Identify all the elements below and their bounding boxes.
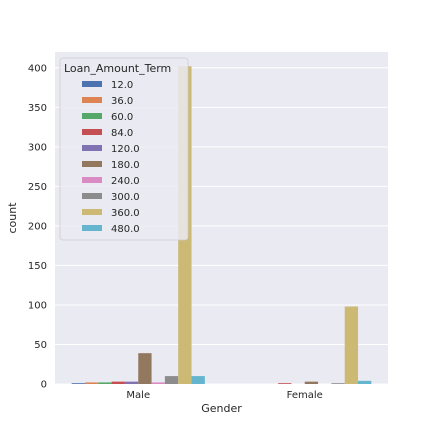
legend-label: 240.0: [111, 176, 140, 187]
bar: [71, 383, 85, 384]
legend: Loan_Amount_Term 12.0 36.0 60.0 84.0 120.0 18…: [59, 57, 189, 241]
bar: [191, 376, 205, 384]
y-tick-label: 300: [28, 142, 47, 153]
bar: [98, 382, 112, 384]
legend-label: 120.0: [111, 144, 140, 155]
x-axis-label: Gender: [201, 402, 242, 415]
y-tick-label: 400: [28, 63, 47, 74]
y-axis-label: count: [6, 202, 19, 234]
legend-label: 60.0: [111, 112, 133, 123]
legend-swatch: [82, 97, 102, 103]
bar: [151, 382, 165, 384]
legend-swatch: [82, 145, 102, 151]
bar: [164, 376, 179, 384]
x-tick-label: Female: [287, 390, 323, 401]
y-tick-label: 250: [28, 182, 47, 193]
y-tick-labels: 0 50 100 150 200 250 300 350 400: [28, 63, 47, 390]
bar: [304, 381, 319, 384]
legend-swatch: [82, 225, 102, 231]
bar: [138, 353, 152, 384]
bar: [344, 306, 359, 384]
y-tick-label: 100: [28, 300, 47, 311]
legend-label: 180.0: [111, 160, 140, 171]
bar: [124, 381, 139, 384]
bar: [111, 381, 125, 384]
legend-swatch: [82, 193, 102, 199]
bar: [278, 383, 292, 384]
bar: [331, 383, 345, 384]
y-tick-label: 350: [28, 103, 47, 114]
y-tick-label: 0: [41, 380, 47, 391]
legend-label: 12.0: [111, 80, 133, 91]
legend-swatch: [82, 177, 102, 183]
x-tick-labels: Male Female: [126, 390, 322, 401]
legend-swatch: [82, 129, 102, 135]
legend-label: 360.0: [111, 208, 140, 219]
legend-swatch: [82, 161, 102, 167]
legend-label: 480.0: [111, 224, 140, 235]
x-tick-label: Male: [126, 390, 150, 401]
legend-swatch: [82, 113, 102, 119]
legend-label: 300.0: [111, 192, 140, 203]
legend-label: 36.0: [111, 96, 133, 107]
bar: [358, 380, 372, 384]
y-tick-label: 50: [34, 340, 47, 351]
y-tick-label: 200: [28, 221, 47, 232]
legend-items: 12.0 36.0 60.0 84.0 120.0 180.0 240.0 300.0 360.…: [82, 80, 140, 235]
y-tick-label: 150: [28, 261, 47, 272]
legend-swatch: [82, 81, 102, 87]
legend-title: Loan_Amount_Term: [64, 62, 171, 75]
bar: [84, 382, 99, 384]
legend-swatch: [82, 209, 102, 215]
legend-label: 84.0: [111, 128, 133, 139]
